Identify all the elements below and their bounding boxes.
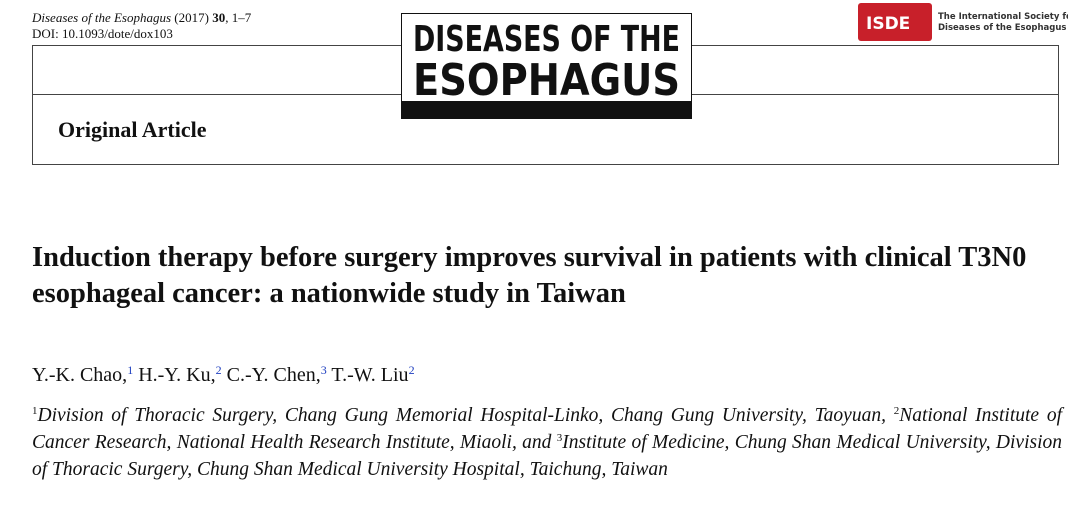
society-abbr: ISDE (866, 14, 910, 34)
affiliation-mark: 3 (556, 432, 563, 444)
society-name: The International Society for (938, 12, 1068, 22)
logo-bar (401, 101, 692, 119)
author-name: Y.-K. Chao, (32, 364, 128, 386)
affiliation-mark: 2 (893, 405, 900, 417)
author-name: C.-Y. Chen, (226, 364, 321, 386)
author-affiliation-mark: 2 (215, 363, 222, 377)
affiliation-text: Institute of Medicine, Chung Shan Medica… (32, 432, 1063, 480)
society-name: Diseases of the Esophagus (938, 23, 1066, 33)
article-title: Induction therapy before surgery improve… (32, 242, 1027, 309)
year: (2017) (174, 10, 209, 25)
citation: Diseases of the Esophagus (2017) 30, 1–7… (32, 10, 251, 42)
journal-logo: DISEASES OF THE ESOPHAGUS (401, 13, 692, 119)
author-affiliation-mark: 1 (127, 363, 134, 377)
author-name: H.-Y. Ku, (138, 364, 216, 386)
logo-line: DISEASES OF THE (413, 19, 680, 60)
volume: 30 (212, 10, 226, 25)
journal-name: Diseases of the Esophagus (32, 10, 172, 25)
authors: Y.-K. Chao,1 H.-Y. Ku,2 C.-Y. Chen,3 T.-… (32, 364, 415, 387)
affiliation-text: Division of Thoracic Surgery, Chang Gung… (37, 405, 886, 426)
pages: , 1–7 (225, 10, 252, 25)
logo-line: ESOPHAGUS (413, 55, 680, 106)
affiliations: 1Division of Thoracic Surgery, Chang Gun… (32, 402, 1062, 483)
section-label: Original Article (58, 117, 207, 142)
affiliation-text: National Institute of Cancer Research, N… (32, 405, 1062, 453)
author-name: T.-W. Liu (331, 364, 409, 386)
author-affiliation-mark: 3 (320, 363, 327, 377)
society-logo: ISDE The International Society for Disea… (858, 3, 1068, 41)
society-badge (858, 3, 932, 41)
affiliation-mark: 1 (32, 405, 38, 417)
author-affiliation-mark: 2 (408, 363, 415, 377)
doi: DOI: 10.1093/dote/dox103 (32, 26, 173, 41)
